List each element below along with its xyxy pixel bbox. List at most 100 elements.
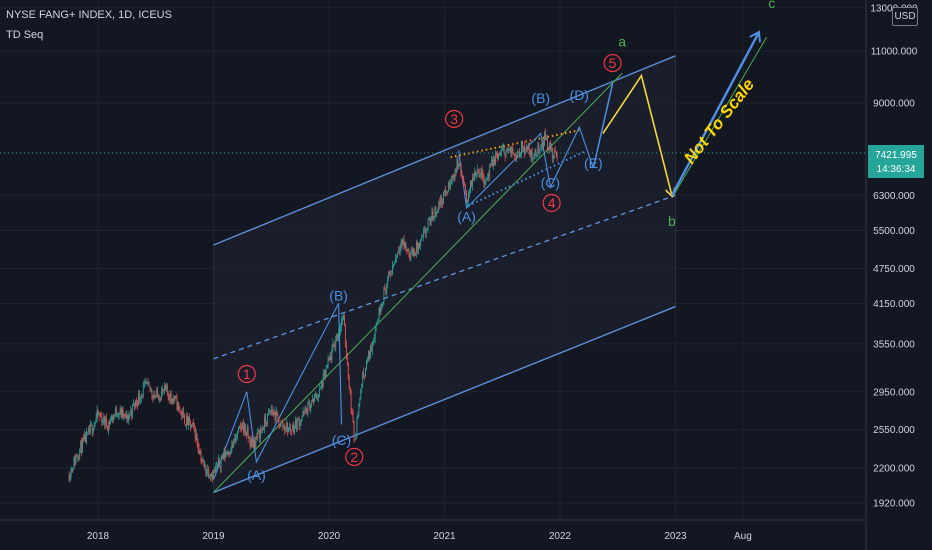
candle-body (343, 316, 344, 319)
candle-body (362, 372, 364, 388)
candle-body (186, 416, 187, 427)
candle-body (214, 471, 215, 473)
candle-body (264, 417, 265, 430)
candle-body (106, 417, 108, 426)
candle-body (522, 142, 523, 148)
candle-body (288, 427, 289, 433)
candle-body (177, 402, 179, 411)
candle-body (164, 385, 165, 392)
candle-body (209, 475, 211, 478)
candle-body (446, 191, 448, 193)
wave-label: a (618, 33, 626, 49)
time-tick-label: 2021 (433, 531, 456, 542)
candle-body (524, 152, 526, 153)
candle-body (167, 392, 169, 397)
candle-body (224, 450, 226, 457)
candle-body (94, 422, 96, 425)
candle-body (473, 172, 475, 181)
candle-body (174, 396, 176, 401)
projection-paths (592, 33, 759, 196)
currency-badge[interactable]: USD (892, 7, 918, 26)
candle-body (417, 242, 418, 250)
candle-body (456, 159, 458, 172)
candle-body (281, 422, 283, 423)
candle-body (112, 416, 113, 421)
wave-label: (E) (584, 155, 603, 171)
candle-body (385, 289, 387, 294)
projection-blue-path (670, 33, 759, 196)
candle-body (235, 437, 237, 441)
candle-body (98, 413, 100, 415)
wave-label: (D) (570, 87, 589, 103)
candle-body (426, 229, 428, 231)
candle-body (543, 141, 545, 147)
candle-body (475, 172, 477, 176)
candle-body (355, 433, 357, 440)
candle-body (372, 340, 374, 346)
candle-body (499, 154, 501, 156)
wave-label-circle (445, 109, 464, 129)
candle-body (254, 441, 256, 447)
candle-body (500, 149, 502, 155)
candle-body (265, 417, 266, 423)
candle-body (125, 414, 127, 419)
candle-body (511, 147, 513, 154)
candle-body (480, 168, 482, 175)
candle-body (176, 397, 178, 411)
candle-body (189, 417, 190, 422)
candle-body (410, 254, 412, 260)
candle-body (131, 410, 133, 416)
candle-body (380, 308, 382, 312)
candle-body (503, 146, 505, 155)
symbol-title[interactable]: NYSE FANG+ INDEX, 1D, ICEUS (6, 9, 172, 21)
candle-body (349, 388, 351, 391)
price-tick-label: 11000.000 (871, 47, 918, 58)
candle-body (441, 196, 443, 203)
candle-body (322, 373, 324, 388)
candle-body (171, 398, 173, 403)
candle-body (143, 382, 145, 387)
candle-body (532, 159, 534, 161)
channel-lines (213, 55, 676, 494)
dotted-trendlines (450, 129, 585, 207)
candle-body (433, 217, 435, 219)
candle-body (460, 162, 462, 172)
candle-body (318, 388, 320, 395)
candle-body (104, 415, 106, 426)
candle-body (525, 146, 527, 153)
candle-body (457, 159, 459, 167)
price-tick-label: 9000.000 (873, 99, 915, 110)
candle-body (531, 150, 533, 160)
candle-body (263, 428, 264, 430)
channel-line-lower (213, 305, 676, 494)
candle-body (553, 150, 555, 159)
candle-body (333, 343, 335, 346)
candle-body (541, 146, 543, 148)
candle-body (428, 218, 430, 220)
candle-body (203, 460, 205, 468)
candle-body (370, 345, 372, 351)
candle-body (413, 249, 415, 256)
candle-body (154, 395, 156, 398)
candle-body (72, 469, 74, 471)
wave-label: (C) (332, 432, 351, 448)
candle-body (313, 398, 314, 401)
candle-body (79, 448, 81, 458)
wave-label: (C) (541, 174, 560, 190)
indicator-legend[interactable]: TD Seq (6, 29, 44, 41)
candle-body (528, 145, 530, 154)
candle-body (326, 366, 328, 368)
candle-body (454, 170, 456, 178)
candle-body (339, 330, 340, 333)
candle-body (316, 394, 317, 399)
time-axis[interactable]: 2018 2019 2020 2021 2022 2023 Aug (87, 531, 752, 542)
channel-line-middle (213, 194, 676, 360)
candle-body (221, 457, 223, 459)
candle-body (448, 183, 450, 190)
candle-body (194, 428, 196, 439)
candle-body (394, 262, 395, 266)
candle-body (347, 363, 349, 378)
candle-body (95, 418, 97, 423)
candle-body (485, 179, 487, 183)
